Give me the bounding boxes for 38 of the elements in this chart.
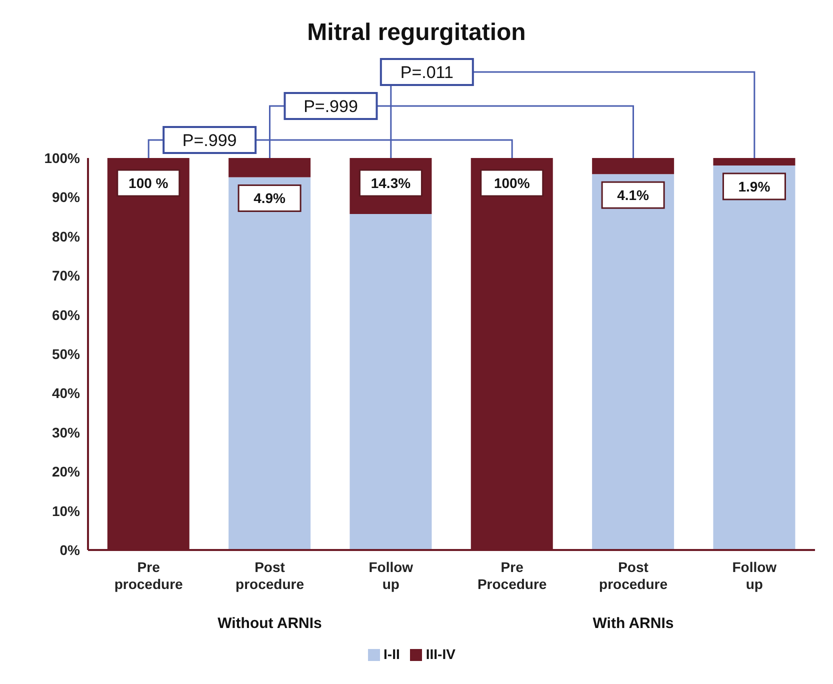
text: P=.999 — [304, 97, 358, 116]
x-tick-label: Pre procedure — [114, 559, 184, 592]
y-tick-label: 10% — [52, 502, 81, 519]
x-tick-label: Follow up — [732, 559, 777, 592]
y-tick-label: 50% — [52, 346, 81, 362]
x-tick-label: Post procedure — [599, 559, 668, 592]
x-tick-label: Post procedure — [236, 559, 304, 592]
data-label: 100 % — [128, 175, 169, 191]
y-tick-label: 30% — [52, 424, 81, 440]
bar — [350, 214, 432, 550]
data-label: 14.3% — [370, 175, 412, 191]
bar — [592, 174, 674, 550]
legend-label: I-II — [384, 646, 400, 662]
y-tick-label: 20% — [52, 464, 81, 480]
y-tick-label: 60% — [52, 306, 81, 323]
x-tick-label: Pre Procedure — [477, 559, 547, 592]
data-label: 4.9% — [254, 190, 286, 206]
legend-label: III-IV — [426, 646, 456, 662]
x-tick-label: Follow up — [368, 559, 414, 592]
bar — [228, 158, 311, 178]
bar — [228, 177, 311, 550]
y-tick-label: 70% — [52, 268, 81, 284]
text: P=.011 — [400, 63, 454, 82]
bar — [713, 165, 796, 550]
y-tick-label: 90% — [52, 189, 81, 206]
data-label: 4.1% — [617, 187, 650, 204]
y-tick-label: 40% — [52, 385, 81, 402]
bar — [592, 158, 674, 174]
y-tick-label: 80% — [52, 228, 81, 244]
text: Without ARNIs — [218, 615, 322, 632]
text: With ARNIs — [592, 615, 674, 632]
y-tick-label: 0% — [60, 542, 81, 558]
y-tick-label: 100% — [44, 150, 81, 166]
data-label: 1.9% — [738, 178, 771, 194]
data-label: 100% — [494, 175, 530, 191]
chart-title: Mitral regurgitation — [307, 19, 526, 46]
bar — [713, 158, 796, 166]
text: P=.999 — [182, 131, 237, 150]
